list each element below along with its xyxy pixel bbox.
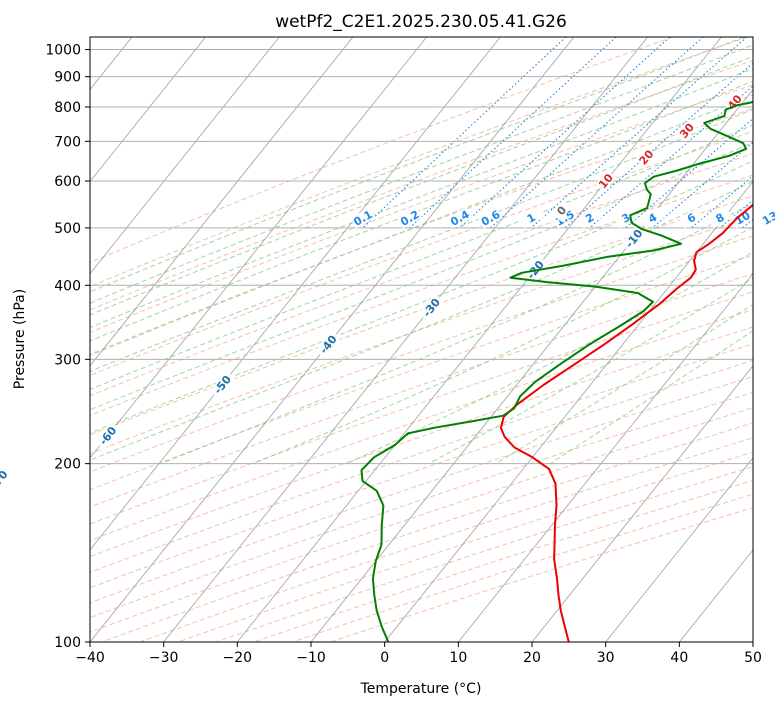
moist-adiabat	[90, 141, 753, 411]
y-tick-label: 400	[54, 278, 81, 294]
mixing-ratio-line	[564, 62, 753, 229]
y-tick-label: 1000	[45, 43, 81, 59]
isotherm-label-bg	[0, 465, 12, 494]
moist-adiabat	[550, 330, 753, 465]
dry-adiabat	[90, 343, 753, 573]
isotherm	[457, 272, 753, 642]
plot-frame	[89, 36, 754, 643]
isotherm-label-bg	[621, 224, 647, 253]
isotherm-label-bg	[94, 421, 121, 450]
line-labels: -100-90-80-70-60-50-40-30-20-100.10.20.4…	[0, 91, 775, 494]
pressure-grid	[90, 49, 753, 642]
mixing-ratio-label-bg	[397, 207, 423, 229]
isotherm	[531, 365, 753, 642]
mixing-ratio-label-bg	[518, 207, 544, 229]
y-tick-label: 200	[54, 457, 81, 473]
mixing-ratio-label-bg	[707, 207, 733, 229]
isotherm	[90, 37, 280, 275]
isotherm-label-bg	[418, 293, 445, 322]
dewpoint-profile-line	[360, 101, 753, 642]
plot-background	[90, 37, 753, 642]
moist-adiabat	[90, 44, 753, 304]
dry-adiabat	[90, 37, 673, 264]
mixing-ratio-label-bg	[678, 207, 704, 229]
dry-adiabat	[90, 153, 753, 397]
x-axis-label: Temperature (°C)	[360, 681, 482, 697]
x-tick-label: 50	[744, 650, 762, 666]
dry-adiabat	[90, 37, 748, 288]
y-tick-label: 300	[54, 352, 81, 368]
isotherm-label-bg	[315, 330, 341, 359]
y-tick-label: 600	[54, 174, 81, 190]
moist-adiabat-label-bg	[635, 146, 657, 168]
dry-adiabat	[90, 359, 753, 589]
isotherm	[90, 37, 428, 459]
mixing-ratio-label-bg	[639, 207, 665, 229]
dry-adiabat	[90, 195, 753, 436]
mixing-ratio-line	[459, 37, 671, 229]
isotherm-label-bg	[209, 370, 236, 399]
dry-adiabat	[90, 59, 753, 311]
moist-adiabat	[252, 226, 753, 465]
moist-adiabat-label-bg	[551, 199, 572, 222]
y-tick-label: 800	[54, 100, 81, 116]
y-tick-label: 900	[54, 70, 81, 86]
x-tick-label: 30	[597, 650, 615, 666]
moist-adiabat	[90, 180, 753, 461]
x-tick-label: −40	[75, 650, 105, 666]
x-tick-label: −10	[296, 650, 326, 666]
mixing-ratio-label-bg	[552, 207, 578, 229]
moist-adiabat	[90, 37, 745, 293]
moist-adiabat	[90, 160, 753, 434]
mixing-ratio-line	[652, 141, 753, 229]
moist-adiabat	[90, 94, 753, 356]
y-axis-label: Pressure (hPa)	[12, 289, 28, 389]
moist-adiabat	[90, 124, 753, 390]
moist-adiabat-label-bg	[676, 119, 698, 142]
moist-adiabat	[90, 108, 753, 372]
temperature-profile-line	[499, 203, 753, 642]
x-tick-label: 0	[380, 650, 389, 666]
mixing-ratio-label-bg	[447, 207, 473, 229]
mixing-ratio-label-bg	[577, 207, 603, 229]
x-tick-label: 20	[523, 650, 541, 666]
isotherm	[605, 457, 753, 642]
moist-adiabat-label-bg	[595, 170, 617, 192]
mixing-ratio-label-bg	[350, 207, 376, 229]
mixing-ratio-line	[490, 37, 704, 229]
x-tick-label: 40	[670, 650, 688, 666]
dry-adiabat	[90, 391, 753, 619]
mixing-ratio-label-bg	[613, 207, 639, 229]
axes: −40 −30 −20 −10 0 10 20 30 40 50 1000 900 800 700 600 5…	[45, 43, 762, 666]
dry-adiabat	[90, 107, 753, 355]
isotherm	[384, 180, 753, 642]
isotherm	[310, 88, 753, 642]
y-tick-label: 500	[54, 221, 81, 237]
dry-adiabat	[90, 376, 753, 604]
mixing-ratio-label-bg	[730, 207, 756, 229]
chart-title: wetPf2_C2E1.2025.230.05.41.G26	[275, 12, 567, 32]
x-tick-label: −30	[149, 650, 179, 666]
sounding-profiles	[360, 101, 753, 642]
isotherm-label: -70	[0, 468, 11, 492]
isotherm	[90, 37, 501, 551]
y-tick-label: 100	[54, 635, 81, 651]
isotherm	[236, 37, 722, 642]
y-tick-label: 700	[54, 134, 81, 150]
moist-adiabat	[90, 67, 753, 329]
moist-adiabat	[428, 277, 753, 465]
mixing-ratio-label: 13	[760, 209, 775, 228]
mixing-ratio-label-bg	[477, 207, 504, 229]
dry-adiabat	[90, 174, 753, 417]
moist-adiabat	[90, 55, 753, 316]
x-tick-label: −20	[223, 650, 253, 666]
mixing-ratio-label-bg	[757, 207, 775, 229]
isotherm	[163, 37, 649, 642]
x-tick-label: 10	[449, 650, 467, 666]
isotherm	[90, 37, 354, 367]
isotherm	[90, 37, 207, 183]
